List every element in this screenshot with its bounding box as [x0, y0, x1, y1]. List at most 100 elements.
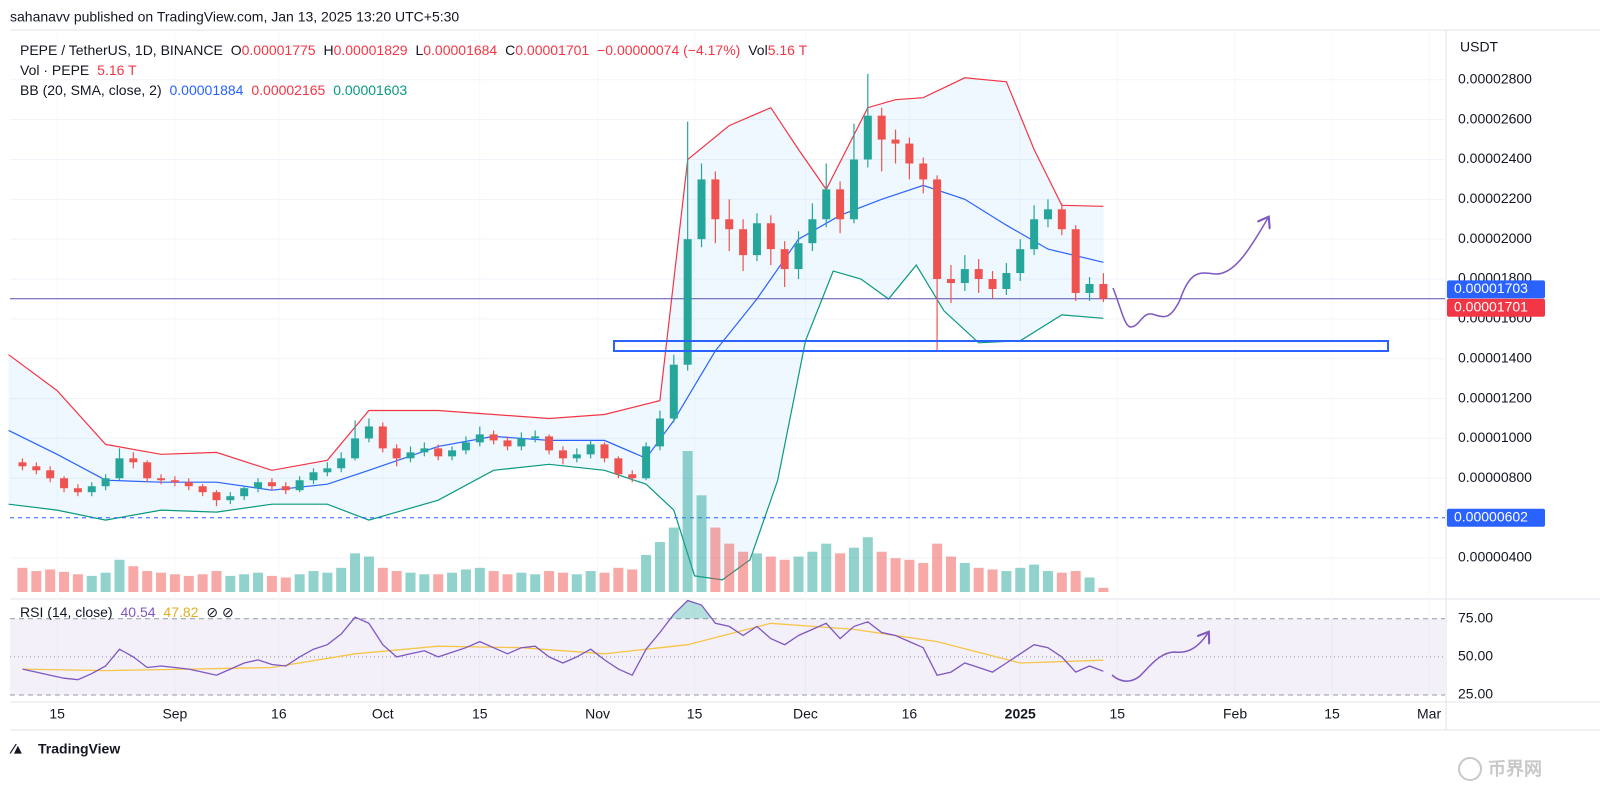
x-tick-label: Nov — [585, 706, 610, 722]
volume-bar — [516, 572, 527, 592]
x-tick-label: 2025 — [1005, 706, 1036, 722]
volume-legend: Vol · PEPE 5.16 T — [20, 62, 141, 78]
volume-bar — [1098, 587, 1109, 592]
x-tick-label: 16 — [271, 706, 287, 722]
candle-body — [545, 436, 554, 451]
volume-bar — [419, 574, 430, 592]
volume-bar — [544, 571, 555, 592]
rsi-tick-label: 25.00 — [1458, 686, 1493, 702]
volume-bar — [613, 567, 624, 592]
volume-bar — [779, 559, 790, 592]
x-tick-label: 16 — [902, 706, 918, 722]
symbol: PEPE / TetherUS, 1D, BINANCE — [20, 42, 223, 58]
brand: TradingView — [38, 741, 120, 757]
price-tag — [1447, 280, 1545, 299]
candle-body — [919, 163, 928, 180]
y-tick-label: 0.00000800 — [1458, 469, 1532, 485]
candle-body — [697, 179, 706, 240]
watermark: 币界网 — [1488, 759, 1542, 779]
value: 5.16 T — [97, 62, 137, 78]
candle-body — [281, 486, 290, 491]
rsi-band — [10, 618, 1445, 695]
candle-body — [489, 434, 498, 441]
volume-bar — [294, 574, 305, 592]
volume-bar — [862, 537, 873, 592]
candle-body — [87, 486, 96, 493]
label: Vol — [748, 42, 768, 58]
volume-bar — [225, 575, 236, 592]
volume-bar — [31, 571, 42, 592]
volume-bar — [405, 572, 416, 592]
change: −0.00000074 (−4.17%) — [597, 42, 741, 58]
forecast-path — [1112, 218, 1268, 328]
candle-body — [780, 249, 789, 270]
volume-bar — [100, 572, 111, 592]
volume-bar — [156, 572, 167, 592]
volume-bar — [17, 567, 28, 592]
currency: USDT — [1460, 39, 1499, 55]
candle-body — [240, 488, 249, 497]
candle-body — [877, 115, 886, 140]
x-tick-label: Dec — [793, 706, 818, 722]
y-tick-label: 0.00001000 — [1458, 429, 1532, 445]
volume-bar — [86, 575, 97, 592]
volume-bar — [710, 527, 721, 592]
price-tag-label: 0.00001703 — [1454, 280, 1528, 296]
volume-bar — [1056, 572, 1067, 592]
candle-body — [129, 458, 138, 463]
volume-bar — [363, 556, 374, 592]
price-tag — [1447, 508, 1545, 527]
volume-bar — [668, 527, 679, 592]
candle-body — [461, 442, 470, 451]
candle-body — [794, 243, 803, 270]
volume-bar — [183, 575, 194, 592]
candle-body — [170, 480, 179, 483]
rsi-legend: RSI (14, close) 40.54 47.82 ⊘ ⊘ — [20, 604, 238, 621]
volume-bar — [322, 572, 333, 592]
value: 40.54 — [120, 604, 156, 620]
candle-body — [739, 229, 748, 256]
candle-body — [295, 480, 304, 491]
candle-body — [669, 364, 678, 419]
volume-bar — [807, 551, 818, 592]
candle-body — [157, 478, 166, 481]
volume-bar — [266, 575, 277, 592]
candle-body — [337, 458, 346, 469]
volume-bar — [377, 567, 388, 592]
volume-bar — [460, 569, 471, 592]
volume-bar — [211, 571, 222, 592]
candle-body — [558, 450, 567, 459]
y-tick-label: 0.00002800 — [1458, 71, 1532, 87]
x-tick-label: 15 — [49, 706, 65, 722]
volume-bar — [350, 553, 361, 592]
candle-body — [655, 418, 664, 447]
candle-body — [364, 426, 373, 439]
x-tick-label: 15 — [1324, 706, 1340, 722]
volume-bar — [890, 558, 901, 592]
volume-bar — [599, 572, 610, 592]
volume-bar — [391, 571, 402, 592]
volume-bar — [308, 571, 319, 592]
label: RSI (14, close) — [20, 604, 113, 620]
candle-body — [531, 436, 540, 439]
candle-body — [642, 446, 651, 479]
volume-bar — [45, 569, 56, 592]
watermark-logo — [1458, 757, 1482, 781]
candle-body — [711, 179, 720, 220]
band-fill — [8, 77, 1104, 580]
volume-bar — [973, 567, 984, 592]
price-tag — [1447, 298, 1545, 317]
candle-body — [1071, 229, 1080, 293]
volume-bar — [848, 547, 859, 592]
volume-bar — [1001, 571, 1012, 592]
candle-body — [572, 454, 581, 459]
y-tick-label: 0.00002400 — [1458, 150, 1532, 166]
candle-body — [434, 448, 443, 457]
candle-body — [448, 450, 457, 457]
volume-bar — [336, 567, 347, 592]
volume-bar — [835, 553, 846, 592]
candle-body — [73, 488, 82, 493]
candle-body — [392, 448, 401, 459]
volume-bar — [197, 574, 208, 592]
volume-bar — [959, 563, 970, 592]
